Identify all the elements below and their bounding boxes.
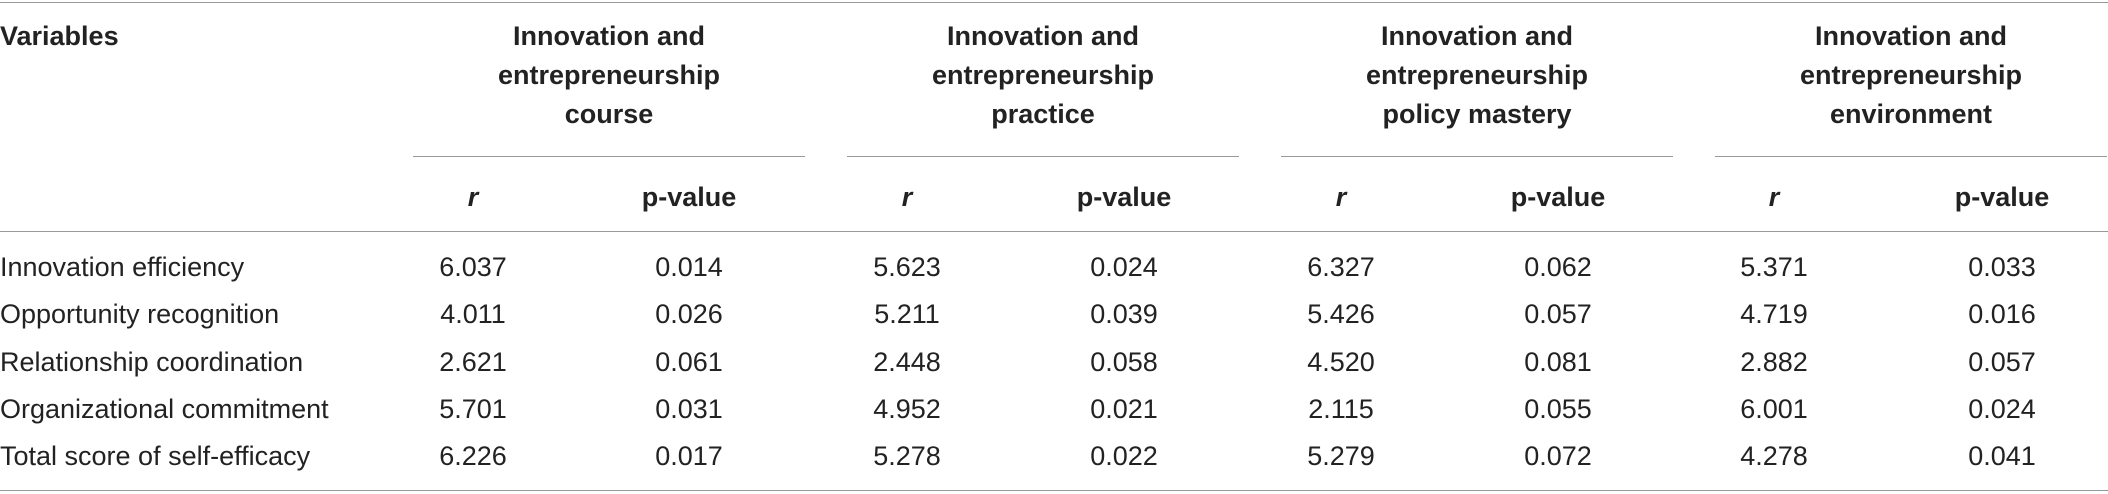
cell: 5.278 bbox=[873, 441, 941, 471]
cell: 4.952 bbox=[873, 394, 941, 424]
group-header: Innovation and entrepreneurship policy m… bbox=[1365, 21, 1589, 129]
cell: 0.022 bbox=[1090, 441, 1158, 471]
cell: 0.055 bbox=[1524, 394, 1592, 424]
group-rule bbox=[1715, 156, 2107, 157]
cell: 5.623 bbox=[873, 252, 941, 282]
cell: 5.211 bbox=[874, 299, 940, 329]
bottom-rule bbox=[0, 490, 2108, 491]
header-rule bbox=[0, 231, 2108, 232]
cell: 0.031 bbox=[655, 394, 723, 424]
cell: 2.882 bbox=[1740, 347, 1808, 377]
cell: 0.081 bbox=[1524, 347, 1592, 377]
sub-header: p-value bbox=[1510, 182, 1606, 212]
top-rule bbox=[0, 2, 2108, 3]
sub-header: r bbox=[901, 182, 913, 212]
cell: 2.115 bbox=[1308, 394, 1374, 424]
cell: 5.279 bbox=[1307, 441, 1375, 471]
row-label: Relationship coordination bbox=[0, 347, 304, 377]
row-label: Innovation efficiency bbox=[0, 252, 245, 282]
cell: 4.719 bbox=[1740, 299, 1808, 329]
sub-header: p-value bbox=[641, 182, 737, 212]
sub-header: r bbox=[1335, 182, 1347, 212]
row-label: Total score of self-efficacy bbox=[0, 441, 311, 471]
group-header: Innovation and entrepreneurship course bbox=[497, 21, 721, 129]
cell: 5.426 bbox=[1307, 299, 1375, 329]
row-label: Opportunity recognition bbox=[0, 299, 280, 329]
group-header: Innovation and entrepreneurship environm… bbox=[1799, 21, 2023, 129]
cell: 0.058 bbox=[1090, 347, 1158, 377]
cell: 0.026 bbox=[655, 299, 723, 329]
cell: 0.016 bbox=[1968, 299, 2036, 329]
cell: 0.024 bbox=[1090, 252, 1158, 282]
cell: 4.278 bbox=[1740, 441, 1808, 471]
cell: 4.520 bbox=[1307, 347, 1375, 377]
variables-header: Variables bbox=[0, 21, 119, 51]
cell: 2.448 bbox=[873, 347, 941, 377]
cell: 0.014 bbox=[655, 252, 723, 282]
cell: 0.057 bbox=[1524, 299, 1592, 329]
group-rule bbox=[847, 156, 1239, 157]
cell: 5.701 bbox=[439, 394, 507, 424]
sub-header: r bbox=[467, 182, 479, 212]
cell: 6.001 bbox=[1740, 394, 1808, 424]
sub-header: r bbox=[1768, 182, 1780, 212]
cell: 0.057 bbox=[1968, 347, 2036, 377]
group-header: Innovation and entrepreneurship practice bbox=[931, 21, 1155, 129]
cell: 0.017 bbox=[655, 441, 723, 471]
cell: 0.072 bbox=[1524, 441, 1592, 471]
row-label: Organizational commitment bbox=[0, 394, 329, 424]
sub-header: p-value bbox=[1076, 182, 1172, 212]
group-rule bbox=[1281, 156, 1673, 157]
cell: 0.039 bbox=[1090, 299, 1158, 329]
cell: 5.371 bbox=[1740, 252, 1808, 282]
cell: 0.061 bbox=[655, 347, 723, 377]
cell: 6.226 bbox=[439, 441, 507, 471]
cell: 6.327 bbox=[1307, 252, 1375, 282]
cell: 0.041 bbox=[1968, 441, 2036, 471]
cell: 0.062 bbox=[1524, 252, 1592, 282]
cell: 2.621 bbox=[439, 347, 507, 377]
cell: 0.033 bbox=[1968, 252, 2036, 282]
cell: 0.021 bbox=[1090, 394, 1158, 424]
cell: 4.011 bbox=[440, 299, 506, 329]
cell: 6.037 bbox=[439, 252, 507, 282]
group-rule bbox=[413, 156, 805, 157]
cell: 0.024 bbox=[1968, 394, 2036, 424]
sub-header: p-value bbox=[1954, 182, 2050, 212]
